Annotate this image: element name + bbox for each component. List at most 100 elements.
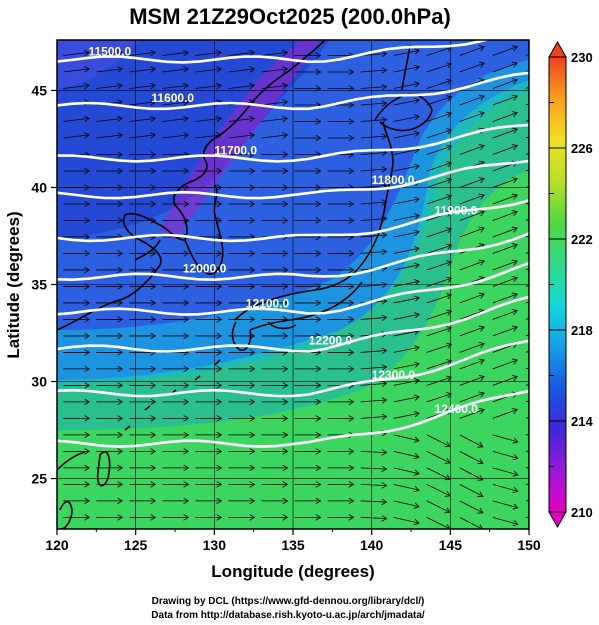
wind-arrow [393, 133, 419, 139]
wind-arrow [129, 85, 155, 88]
wind-arrow [459, 360, 484, 370]
wind-arrow [195, 52, 221, 55]
wind-arrow [492, 278, 517, 287]
y-axis-ticks: 25 30 35 40 45 [31, 82, 57, 487]
wind-arrow [393, 248, 419, 254]
wind-arrow [426, 278, 452, 287]
contour-line [57, 199, 529, 243]
wind-arrow [492, 434, 518, 442]
wind-arrow [261, 135, 288, 138]
wind-arrow [492, 376, 517, 386]
x-tick-label: 140 [360, 537, 384, 553]
wind-arrow [96, 52, 122, 55]
wind-arrow [492, 261, 517, 271]
wind-arrow [426, 484, 450, 496]
wind-arrow [360, 251, 387, 253]
colorbar-tick-label: 218 [571, 323, 593, 338]
wind-arrow [360, 153, 387, 155]
colorbar-max-triangle [548, 40, 567, 58]
wind-arrow [162, 102, 188, 105]
wind-arrow [393, 298, 419, 304]
wind-arrow [426, 516, 450, 529]
south-china-coast [57, 451, 86, 471]
wind-arrow [360, 484, 387, 485]
wind-arrow [96, 69, 122, 72]
honshu-coast [234, 121, 394, 321]
wind-arrow [492, 63, 517, 73]
credit-drawing: Drawing by DCL (https://www.gfd-dennou.o… [152, 596, 425, 607]
wind-arrow [195, 118, 221, 121]
wind-arrow [393, 281, 419, 287]
y-tick-label: 40 [31, 179, 47, 195]
wind-arrow [360, 87, 387, 89]
contour-line [57, 295, 529, 353]
wind-arrow [492, 409, 517, 419]
shikoku [267, 321, 297, 330]
wind-arrow [360, 70, 387, 72]
x-tick-label: 150 [517, 537, 541, 553]
wind-arrow [459, 500, 483, 513]
wind-arrow [393, 500, 419, 507]
luzon [59, 500, 73, 529]
wind-arrow [360, 451, 387, 452]
wind-arrow [393, 199, 419, 205]
wind-arrow [492, 146, 517, 155]
wind-arrow [492, 467, 518, 475]
contour-label: 12400.0 [435, 402, 479, 416]
contour-label: 12300.0 [372, 368, 416, 382]
contour-label: 12000.0 [183, 262, 227, 276]
wind-arrow [459, 179, 484, 188]
wind-arrow [459, 63, 484, 73]
wind-arrow [459, 376, 484, 386]
wind-arrow [63, 135, 89, 138]
taiwan [96, 451, 111, 487]
wind-arrow [426, 97, 452, 106]
wind-arrow [393, 116, 419, 122]
credit-data: Data from http://database.rish.kyoto-u.a… [151, 610, 425, 621]
contour-label: 11700.0 [214, 143, 257, 157]
wind-arrow [459, 212, 484, 221]
colorbar-tick-label: 222 [571, 232, 593, 247]
wind-arrow [360, 103, 387, 105]
wind-arrow [426, 163, 452, 172]
wind-arrow [459, 294, 484, 304]
wind-arrow [492, 195, 517, 205]
wind-arrow [426, 377, 452, 386]
contour-line [57, 261, 529, 316]
wind-arrow [228, 135, 254, 138]
wind-arrow [96, 135, 122, 138]
wind-arrow [492, 212, 517, 221]
chart-title: MSM 21Z29Oct2025 (200.0hPa) [129, 4, 451, 29]
wind-arrow [96, 85, 122, 88]
wind-arrow [129, 52, 155, 55]
wind-arrow [360, 317, 387, 319]
wind-arrow [162, 118, 188, 121]
wind-arrow [63, 52, 89, 55]
wind-arrow [393, 100, 419, 106]
wind-arrow [426, 179, 452, 188]
wind-arrow [360, 400, 387, 402]
y-tick-label: 25 [31, 471, 47, 487]
wind-arrow [393, 413, 419, 419]
colorbar-tick-label: 214 [571, 414, 593, 429]
contour-line [57, 339, 529, 398]
wind-arrow [492, 483, 518, 491]
wind-arrow [393, 232, 419, 238]
wind-arrow [492, 450, 518, 458]
wind-arrow [360, 235, 387, 237]
x-tick-label: 130 [203, 537, 227, 553]
sakhalin [401, 44, 411, 91]
wind-arrow [459, 467, 483, 480]
wind-arrow [393, 83, 419, 89]
wind-arrow [426, 344, 452, 353]
wind-arrow [492, 516, 518, 524]
wind-arrow [393, 166, 419, 172]
contour-line [57, 232, 529, 282]
colorbar-tick-label: 210 [571, 505, 593, 520]
wind-arrow [426, 245, 452, 254]
wind-arrow [459, 434, 483, 447]
colorbar-tick-label: 230 [571, 50, 593, 65]
wind-arrow [393, 364, 419, 370]
wind-arrow [360, 416, 387, 418]
wind-arrow [459, 393, 484, 403]
